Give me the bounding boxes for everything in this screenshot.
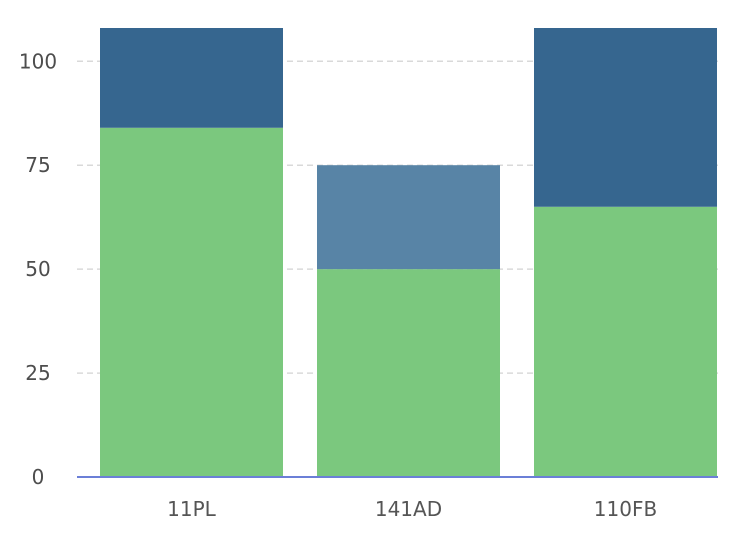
bar-11pl-segment-2 — [100, 28, 283, 128]
x-tick-label: 141AD — [375, 497, 442, 521]
bar-110fb-segment-1 — [534, 206, 717, 477]
bar-11pl-segment-1 — [100, 127, 283, 478]
y-tick-label: 25 — [25, 361, 50, 385]
bar-110fb-segment-2 — [534, 28, 717, 207]
bar-141ad-segment-2 — [317, 165, 500, 270]
bar-141ad-segment-1 — [317, 269, 500, 477]
y-tick-label: 100 — [19, 49, 57, 73]
y-tick-label: 0 — [32, 465, 45, 489]
bars — [100, 28, 717, 478]
x-tick-labels: 11PL 141AD 110FB — [167, 497, 657, 521]
x-tick-label: 110FB — [594, 497, 657, 521]
x-tick-label: 11PL — [167, 497, 217, 521]
y-tick-labels: 0 25 50 75 100 — [19, 49, 57, 489]
y-tick-label: 75 — [25, 153, 50, 177]
y-tick-label: 50 — [25, 257, 50, 281]
